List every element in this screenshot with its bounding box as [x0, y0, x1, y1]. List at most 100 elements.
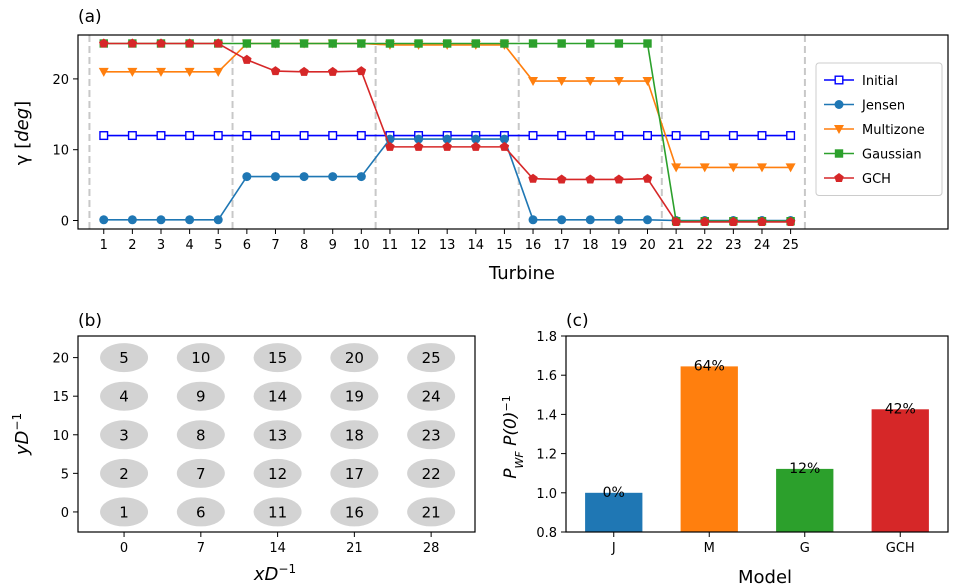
- x-tick-label: 0: [120, 541, 128, 556]
- turbine-label: 4: [119, 388, 129, 406]
- data-point: [557, 131, 567, 141]
- data-point: [327, 66, 338, 76]
- x-tick-label: 12: [410, 238, 427, 253]
- data-point: [785, 163, 796, 173]
- data-point: [299, 131, 309, 141]
- data-point: [98, 67, 109, 77]
- turbine-25: 25: [407, 343, 456, 373]
- legend-item-jensen: Jensen: [824, 99, 905, 114]
- turbine-marker: [176, 343, 225, 373]
- data-point: [385, 141, 395, 151]
- x-tick-label: 15: [496, 238, 513, 253]
- data-point: [557, 39, 566, 48]
- turbine-marker: [100, 458, 149, 488]
- data-point: [156, 215, 166, 225]
- turbine-9: 9: [176, 381, 225, 411]
- turbine-marker: [330, 458, 379, 488]
- bar-gch: 42%: [871, 401, 929, 532]
- data-point: [127, 67, 138, 77]
- y-tick-label: 10: [52, 429, 69, 444]
- turbine-label: 24: [422, 388, 441, 406]
- turbine-20: 20: [330, 343, 379, 373]
- data-point: [442, 39, 452, 48]
- turbine-24: 24: [407, 381, 456, 411]
- data-point: [213, 38, 223, 48]
- data-point: [585, 215, 595, 225]
- bar: [680, 366, 738, 532]
- turbine-5: 5: [100, 343, 149, 373]
- y-tick-label: 1.0: [536, 487, 557, 502]
- legend-frame: [815, 62, 943, 196]
- data-point: [156, 38, 166, 48]
- data-point: [642, 77, 653, 87]
- panel-b-layout: (b) 123456789101112131415161718192021222…: [10, 311, 476, 585]
- x-tick-label: 22: [696, 238, 713, 253]
- data-point: [643, 39, 652, 48]
- turbine-marker: [253, 497, 302, 527]
- data-point: [156, 131, 166, 141]
- panel-a-xlabel: Turbine: [488, 263, 555, 284]
- data-point: [385, 39, 395, 48]
- panel-a-label: (a): [78, 7, 102, 27]
- turbine-22: 22: [407, 458, 456, 488]
- legend-marker: [834, 75, 844, 85]
- turbine-marker: [176, 381, 225, 411]
- data-point: [271, 39, 280, 48]
- turbine-marker: [100, 343, 149, 373]
- data-point: [471, 134, 481, 144]
- data-point: [242, 172, 252, 182]
- turbine-3: 3: [100, 420, 149, 450]
- data-point: [671, 131, 681, 141]
- x-tick-label: 14: [269, 541, 286, 556]
- turbine-label: 13: [268, 426, 287, 444]
- turbine-marker: [330, 381, 379, 411]
- x-tick-label: 11: [382, 238, 399, 253]
- x-tick-label: 28: [423, 541, 440, 556]
- panel-b-xlabel: xD−1: [253, 562, 296, 585]
- y-tick-label: 1.8: [536, 330, 557, 345]
- x-tick-label: 5: [214, 238, 222, 253]
- y-tick-label: 1.4: [536, 408, 557, 423]
- axes-frame: [77, 34, 949, 230]
- series-line: [103, 138, 791, 222]
- turbine-marker: [407, 343, 456, 373]
- data-point: [213, 131, 223, 141]
- turbine-label: 8: [196, 426, 206, 444]
- x-tick-label: 17: [553, 238, 570, 253]
- x-tick-label: 21: [346, 541, 363, 556]
- data-point: [356, 66, 367, 76]
- turbine-label: 12: [268, 465, 287, 483]
- turbine-label: 23: [422, 426, 441, 444]
- turbine-label: 19: [345, 388, 364, 406]
- x-tick-label: 19: [611, 238, 628, 253]
- data-point: [614, 131, 624, 141]
- turbine-marker: [176, 497, 225, 527]
- panel-a-legend: Initial Jensen Multizone Gaussian GCH: [815, 62, 943, 196]
- data-point: [299, 39, 309, 48]
- panel-c-xlabel: Model: [738, 567, 792, 587]
- legend-item-initial: Initial: [824, 74, 898, 89]
- panel-b-label: (b): [78, 311, 102, 331]
- turbine-1: 1: [100, 497, 149, 527]
- y-tick-label: 0: [61, 215, 69, 230]
- turbine-label: 25: [422, 349, 441, 367]
- data-point: [585, 131, 595, 141]
- bar-value-label: 64%: [694, 358, 725, 374]
- bar: [585, 492, 643, 532]
- turbine-marker: [330, 420, 379, 450]
- turbine-label: 17: [345, 465, 364, 483]
- data-point: [556, 174, 567, 184]
- series-multizone: [98, 39, 796, 173]
- x-tick-label: 7: [197, 541, 205, 556]
- data-point: [442, 141, 452, 151]
- turbine-label: 11: [268, 503, 287, 521]
- data-point: [356, 131, 366, 141]
- y-tick-label: 0.8: [536, 526, 557, 541]
- x-tick-label: 20: [639, 238, 656, 253]
- x-tick-label: M: [704, 541, 715, 556]
- data-point: [356, 172, 366, 182]
- data-point: [528, 39, 538, 48]
- data-point: [786, 131, 796, 141]
- turbine-13: 13: [253, 420, 302, 450]
- turbine-marker: [176, 458, 225, 488]
